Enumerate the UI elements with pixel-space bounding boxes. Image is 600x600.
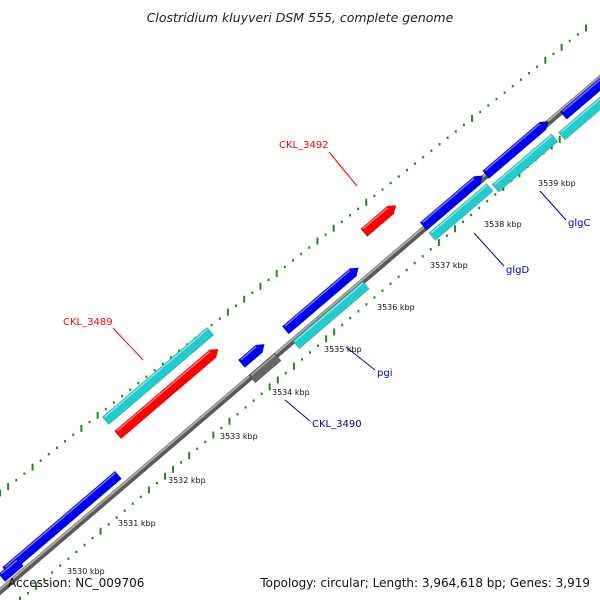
- gene-label-ckl3492: CKL_3492: [279, 140, 329, 151]
- cds-reverse: [559, 76, 600, 120]
- kbp-label: 3537 kbp: [430, 261, 468, 270]
- cds-reverse: [237, 343, 265, 368]
- cds-forward: [360, 205, 397, 237]
- feature-rna: [428, 183, 494, 241]
- kbp-label: 3539 kbp: [538, 179, 576, 188]
- cds-reverse: [281, 267, 359, 335]
- leader-glgc: [539, 190, 567, 221]
- feature-rna: [558, 95, 600, 141]
- feature-rna: [292, 280, 370, 350]
- feature-rna: [101, 326, 215, 426]
- map-title: Clostridium kluyveri DSM 555, complete g…: [146, 10, 454, 25]
- feature-track: [0, 76, 600, 583]
- cds-reverse: [2, 470, 122, 576]
- gene-label-glgc: glgC: [568, 218, 590, 229]
- leader-ckl3489: [112, 327, 144, 361]
- leader-ckl3492: [328, 151, 358, 187]
- kbp-label: 3533 kbp: [220, 432, 258, 441]
- gene-label-ckl3489: CKL_3489: [63, 317, 113, 328]
- cds-reverse: [419, 175, 484, 231]
- kbp-label: 3538 kbp: [484, 220, 522, 229]
- leader-ckl3490: [284, 399, 311, 422]
- cds-reverse: [482, 121, 549, 179]
- cds-reverse: [0, 557, 24, 583]
- kbp-label: 3535 kbp: [324, 345, 362, 354]
- kbp-axis: 3530 kbp 3531 kbp 3532 kbp 3533 kbp 3534…: [67, 179, 576, 576]
- leader-pgi: [345, 346, 376, 371]
- gene-label-pgi: pgi: [377, 368, 392, 379]
- leader-glgd: [473, 232, 505, 267]
- kbp-label: 3536 kbp: [377, 303, 415, 312]
- gene-labels: CKL_3492 CKL_3489 pgi CKL_3490 glgD glgC: [63, 140, 590, 430]
- topology-text: Topology: circular; Length: 3,964,618 bp…: [260, 576, 590, 590]
- kbp-label: 3531 kbp: [118, 519, 156, 528]
- cds-forward: [114, 348, 219, 440]
- gene-label-glgd: glgD: [506, 265, 529, 276]
- gc-content-ticks-outer: [0, 24, 587, 497]
- kbp-label: 3534 kbp: [272, 388, 310, 397]
- accession-text: Accession: NC_009706: [8, 576, 145, 590]
- feature-pseudo: [248, 352, 282, 384]
- leader-lines: [112, 151, 567, 422]
- kbp-label: 3530 kbp: [67, 567, 105, 576]
- kbp-label: 3532 kbp: [168, 476, 206, 485]
- feature-rna: [491, 133, 559, 193]
- gene-label-ckl3490: CKL_3490: [312, 419, 362, 430]
